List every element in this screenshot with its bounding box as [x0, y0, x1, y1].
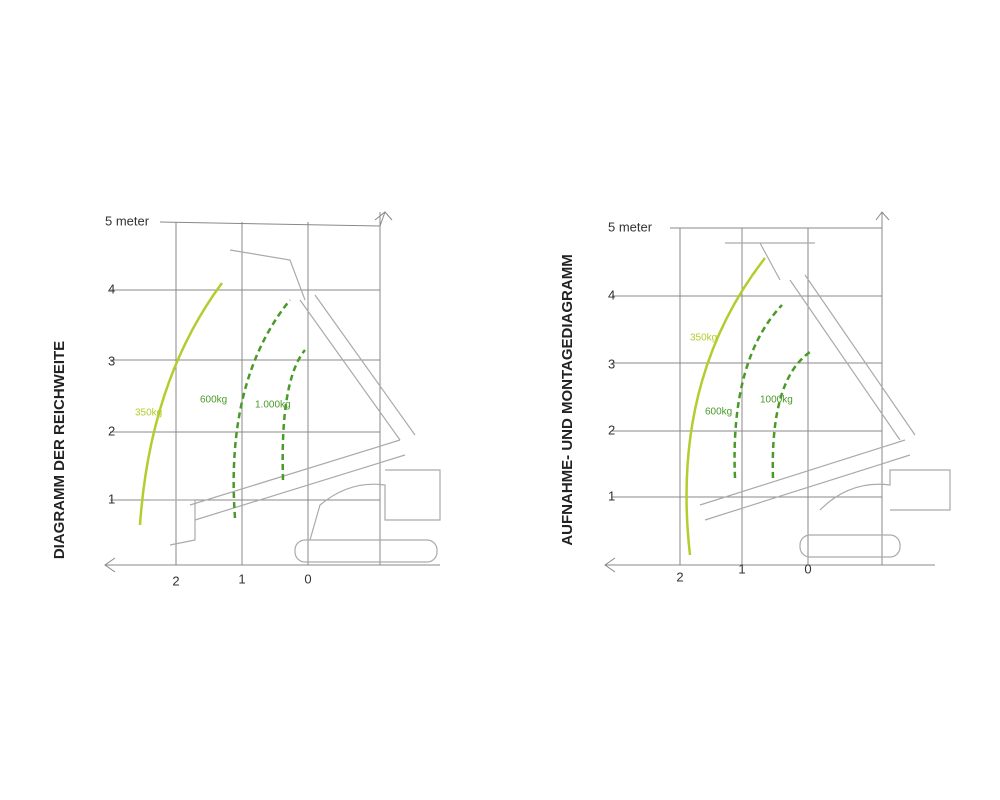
curve-label: 1.000kg — [255, 400, 291, 411]
diagram-right: AUFNAHME- UND MONTAGEDIAGRAMM 5 meter — [559, 211, 951, 584]
y-label: 3 — [608, 356, 615, 371]
diagram-left: DIAGRAMM DER REICHWEITE 5 meter — [51, 211, 441, 588]
curve-label: 1000kg — [760, 395, 793, 406]
curve-label: 600kg — [200, 395, 227, 406]
curve-label: 350kg — [135, 408, 162, 419]
y-label: 2 — [108, 423, 115, 438]
x-label: 2 — [172, 573, 179, 588]
x-label: 1 — [238, 571, 245, 586]
y-label: 1 — [108, 491, 115, 506]
y-label: 2 — [608, 422, 615, 437]
curve-label: 350kg — [690, 333, 717, 344]
y-label: 1 — [608, 488, 615, 503]
x-label: 2 — [676, 569, 683, 584]
crane-drawing — [699, 242, 951, 558]
curve — [232, 299, 291, 519]
grid — [104, 211, 440, 573]
x-label: 1 — [738, 561, 745, 576]
curve — [685, 257, 766, 556]
curve — [771, 350, 811, 479]
y-label: 5 meter — [608, 219, 653, 234]
diagram-title: AUFNAHME- UND MONTAGEDIAGRAMM — [559, 254, 576, 545]
y-label: 4 — [108, 281, 115, 296]
curve-label: 600kg — [705, 407, 732, 418]
x-label: 0 — [804, 561, 811, 576]
x-label: 0 — [304, 571, 311, 586]
y-label: 4 — [608, 287, 615, 302]
diagram-title: DIAGRAMM DER REICHWEITE — [51, 341, 68, 559]
y-label: 3 — [108, 353, 115, 368]
y-label: 5 meter — [105, 213, 150, 228]
curve — [138, 282, 224, 526]
curve — [733, 304, 783, 479]
crane-drawing — [150, 249, 441, 563]
curve — [281, 349, 306, 481]
